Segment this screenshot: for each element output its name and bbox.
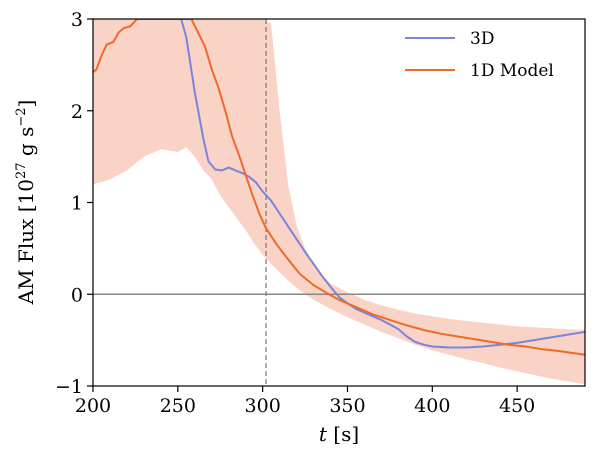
plot-area <box>93 19 585 386</box>
legend-label-1d-model: 1D Model <box>470 61 554 81</box>
uncertainty-band <box>93 19 585 385</box>
series-line-3d <box>180 19 585 349</box>
x-axis-label: t [s] <box>319 422 359 446</box>
series-line-1d-model <box>93 19 585 356</box>
axis-ticks: 200 250 300 350 400 450 −1 0 1 2 3 <box>55 9 535 417</box>
y-tick-label: 3 <box>71 9 83 31</box>
x-tick-label: 350 <box>329 395 365 417</box>
y-axis-label: AM Flux [1027 g s−2] <box>14 100 38 306</box>
x-tick-label: 250 <box>160 395 196 417</box>
legend-label-3d: 3D <box>470 29 494 49</box>
legend: 3D 1D Model <box>405 29 554 81</box>
x-tick-label: 200 <box>75 395 111 417</box>
y-tick-label: 0 <box>71 284 83 306</box>
y-tick-label: 1 <box>71 193 83 215</box>
x-tick-label: 300 <box>245 395 281 417</box>
y-tick-label: −1 <box>55 376 83 398</box>
x-tick-label: 400 <box>414 395 450 417</box>
x-tick-label: 450 <box>499 395 535 417</box>
y-tick-label: 2 <box>71 101 83 123</box>
